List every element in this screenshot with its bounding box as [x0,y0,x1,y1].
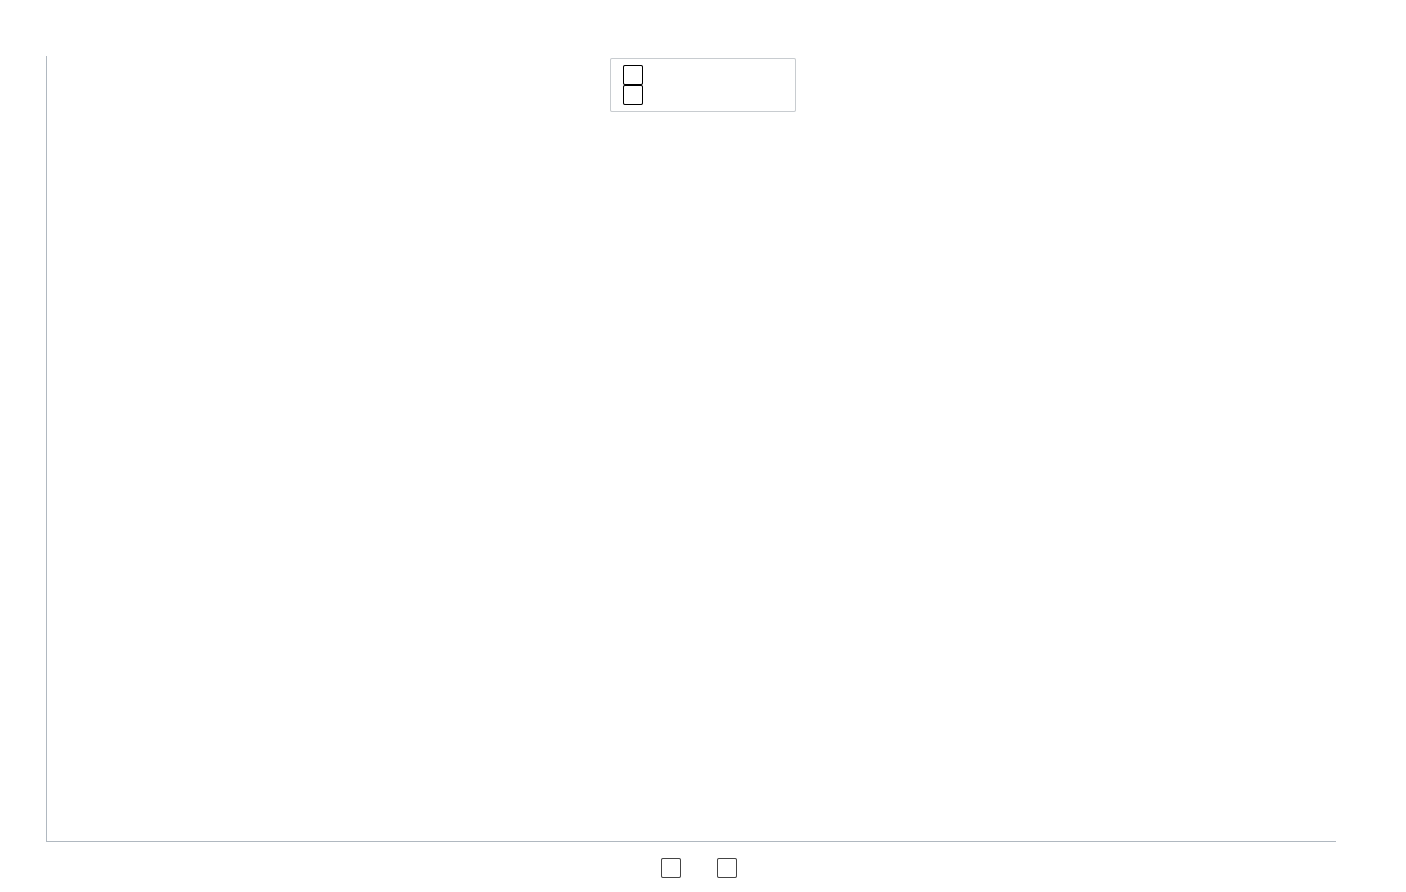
chart-container [0,0,1406,892]
legend-stats-row-0 [623,65,783,85]
legend-swatch-na-bottom [661,858,681,878]
legend-swatch-zaire-bottom [717,858,737,878]
legend-swatch-zaire [623,85,643,105]
plot-svg [47,56,1336,841]
plot-area [46,56,1336,842]
legend-stats-box [610,58,796,112]
legend-bottom [661,858,745,878]
legend-item-zaire [717,858,745,878]
legend-item-na [661,858,689,878]
legend-stats-row-1 [623,85,783,105]
legend-swatch-na [623,65,643,85]
